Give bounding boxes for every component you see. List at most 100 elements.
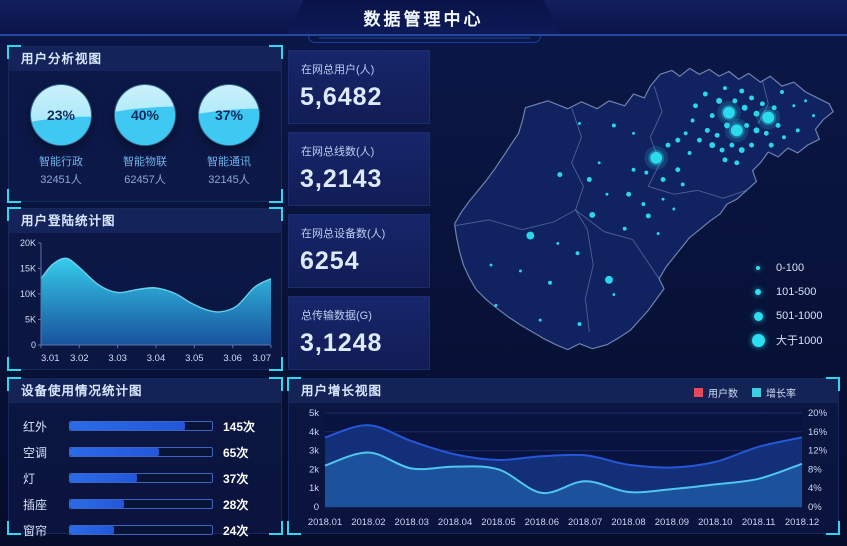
map-dot[interactable] (812, 114, 815, 118)
svg-text:5K: 5K (25, 315, 36, 325)
map-dot[interactable] (631, 167, 636, 172)
map-dot[interactable] (641, 202, 646, 207)
map-dot[interactable] (759, 101, 765, 107)
map-dot[interactable] (780, 90, 784, 94)
map-dot[interactable] (782, 135, 786, 140)
legend-item-用户数[interactable]: 用户数 (694, 385, 738, 400)
map-dot[interactable] (739, 88, 745, 94)
panel-title-user-growth: 用户增长视图 (289, 379, 838, 403)
panel-user-growth: 用户增长视图 用户数 增长率 0 0% 1k 4% 2k 8% 3k 12% 4k 16% 5k 20%… (287, 377, 840, 535)
map-dot[interactable] (622, 226, 627, 231)
growth-chart-legend: 用户数 增长率 (694, 385, 796, 400)
map-dot[interactable] (526, 231, 535, 240)
map-dot[interactable] (687, 151, 692, 155)
stat-card-label: 总传输数据(G) (301, 310, 372, 322)
map-dot[interactable] (645, 213, 651, 219)
svg-text:3.05: 3.05 (185, 353, 204, 364)
device-bar-row: 红外 145次 (23, 415, 267, 437)
map-dot[interactable] (696, 137, 702, 143)
map-dot[interactable] (538, 318, 542, 322)
map-dot[interactable] (548, 280, 552, 285)
corner-decoration (269, 377, 283, 391)
map-dot[interactable] (656, 232, 660, 236)
map-dot[interactable] (723, 106, 735, 119)
svg-text:3.02: 3.02 (70, 353, 89, 364)
map-dot[interactable] (738, 147, 745, 153)
map-dot[interactable] (632, 131, 636, 135)
corner-decoration (7, 207, 21, 221)
header-decoration-line (319, 37, 530, 39)
map-dot[interactable] (661, 197, 665, 201)
map-dot[interactable] (611, 123, 616, 128)
map-dot[interactable] (795, 128, 800, 133)
map-dot[interactable] (709, 142, 716, 149)
map-legend-dot (751, 333, 765, 347)
map-dot[interactable] (714, 132, 720, 138)
map-dot[interactable] (644, 170, 649, 175)
map-legend-item: 0-100 (750, 256, 823, 280)
map-dot[interactable] (749, 95, 755, 101)
map-dot[interactable] (719, 147, 725, 153)
map-dot[interactable] (597, 161, 601, 165)
map-dot[interactable] (586, 177, 592, 182)
map-legend-item: 501-1000 (750, 304, 823, 328)
map-dot[interactable] (709, 113, 715, 119)
map-dot[interactable] (675, 167, 681, 173)
map-dot[interactable] (762, 111, 775, 124)
map-dot[interactable] (650, 151, 663, 164)
map-dot[interactable] (680, 182, 685, 187)
map-dot[interactable] (768, 142, 774, 148)
map-dot[interactable] (704, 127, 710, 133)
map-dot[interactable] (741, 104, 748, 111)
map-dot[interactable] (605, 275, 613, 284)
province-outline (454, 67, 834, 351)
map-dot[interactable] (716, 97, 723, 104)
device-bar-category: 窗帘 (23, 523, 48, 538)
map-dot[interactable] (557, 172, 563, 178)
map-dot[interactable] (578, 122, 581, 125)
map-dot[interactable] (804, 99, 808, 103)
map-dot[interactable] (494, 303, 498, 307)
map-dot[interactable] (577, 322, 582, 327)
map-dot[interactable] (732, 98, 738, 104)
map-dot[interactable] (626, 191, 632, 197)
map-dot[interactable] (672, 207, 676, 211)
map-dot[interactable] (702, 91, 708, 97)
legend-swatch (752, 388, 761, 397)
map-dot[interactable] (675, 137, 681, 143)
map-legend-label: 0-100 (776, 262, 805, 274)
map-dot[interactable] (683, 131, 688, 136)
map-dot[interactable] (724, 122, 730, 129)
map-dot-layer (489, 86, 815, 327)
map-dot[interactable] (730, 124, 743, 137)
map-dot[interactable] (792, 104, 796, 108)
map-dot[interactable] (519, 269, 522, 273)
map-dot[interactable] (744, 122, 750, 128)
corner-decoration (7, 521, 21, 535)
map-dot[interactable] (723, 86, 727, 91)
map-dot[interactable] (665, 142, 671, 148)
panel-login-stats: 用户登陆统计图 0 5K 10K 15K 20K 3.01 3.02 3.03 3.04 3.05… (7, 207, 283, 371)
map-dot[interactable] (771, 105, 777, 111)
map-dot[interactable] (660, 177, 666, 182)
map-dot[interactable] (749, 142, 755, 148)
page-title: 数据管理中心 (363, 9, 484, 29)
gauge-count: 62457人 (124, 174, 166, 186)
map-dot[interactable] (556, 241, 560, 245)
map-dot[interactable] (575, 251, 580, 256)
map-dot[interactable] (722, 157, 728, 163)
map-dot[interactable] (753, 110, 760, 117)
map-dot[interactable] (690, 118, 695, 123)
map-dot[interactable] (612, 293, 616, 297)
liquid-gauge-water (31, 125, 91, 145)
map-dot[interactable] (589, 211, 596, 218)
map-dot[interactable] (729, 142, 735, 148)
legend-item-增长率[interactable]: 增长率 (752, 385, 796, 400)
map-dot[interactable] (753, 127, 760, 134)
map-dot[interactable] (775, 122, 781, 128)
map-dot[interactable] (763, 130, 769, 136)
map-dot[interactable] (605, 192, 609, 196)
map-dot[interactable] (693, 103, 698, 109)
map-dot[interactable] (489, 263, 493, 267)
map-dot[interactable] (734, 160, 740, 166)
